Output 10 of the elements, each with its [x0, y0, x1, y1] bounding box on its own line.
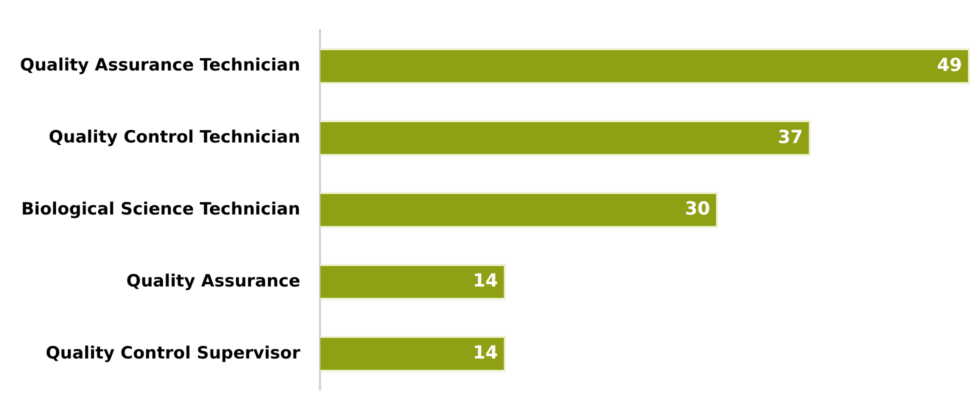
- data-label: 37: [778, 126, 803, 148]
- y-tick-label: Quality Control Technician: [48, 128, 300, 148]
- y-tick-label: Quality Control Supervisor: [46, 343, 301, 364]
- data-label: 14: [472, 342, 498, 364]
- y-tick-label: Biological Science Technician: [21, 199, 300, 220]
- y-tick-label: Quality Assurance Technician: [20, 56, 300, 76]
- data-label: 49: [936, 54, 962, 76]
- y-tick-label: Quality Assurance: [126, 271, 300, 292]
- data-label: 30: [684, 198, 710, 220]
- data-label: 14: [472, 270, 498, 292]
